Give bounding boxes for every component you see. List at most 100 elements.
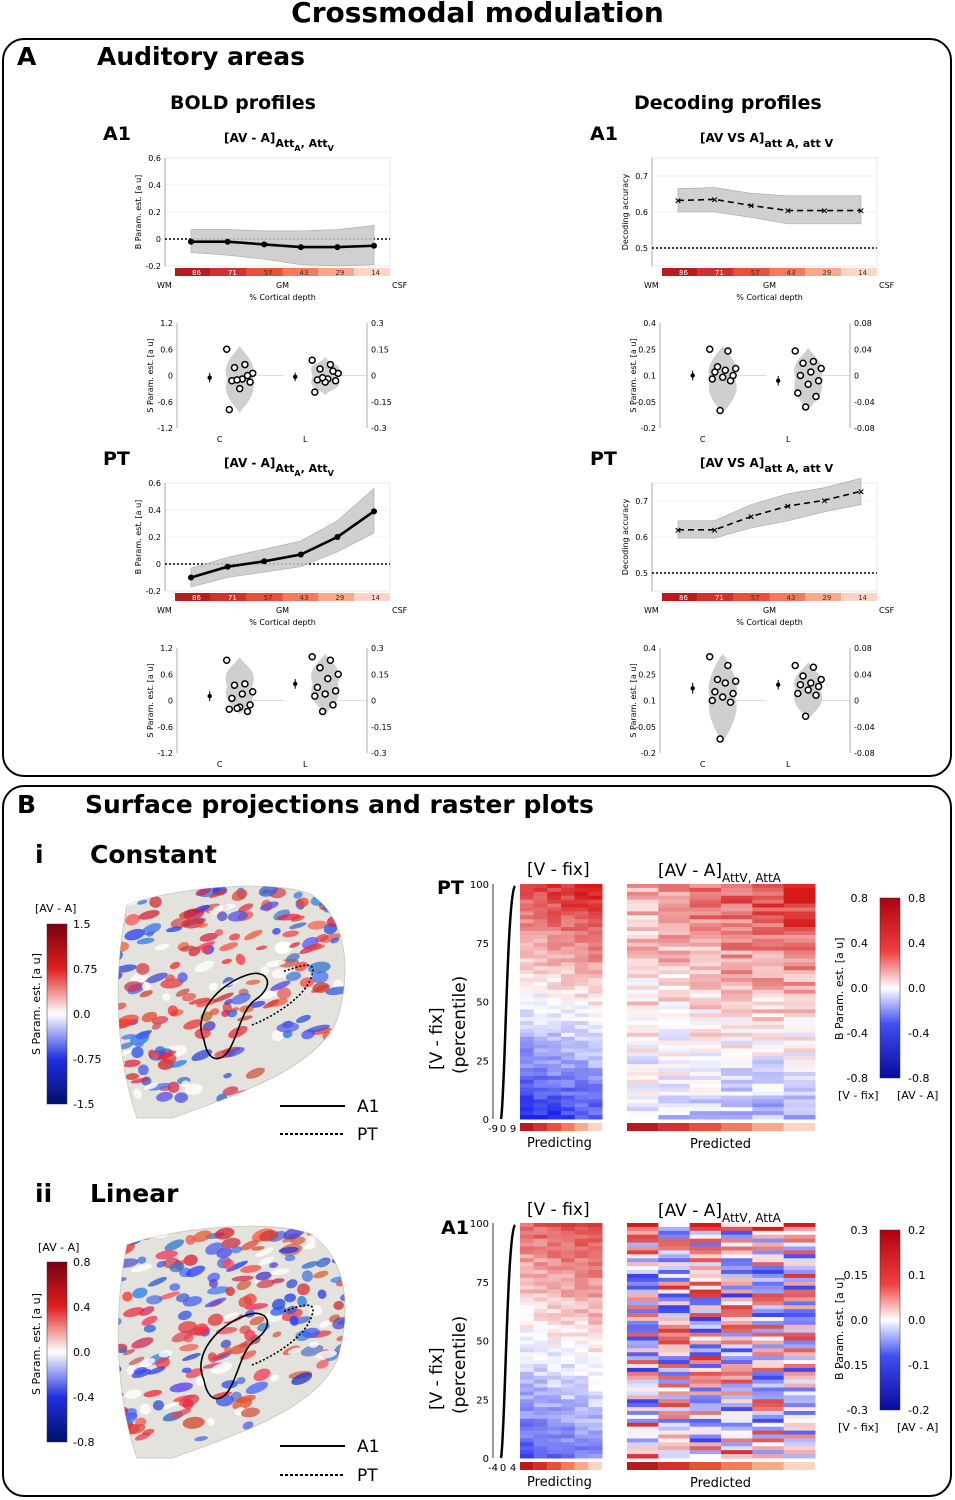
activation-blob [230,1344,248,1355]
raster-left-cell [574,919,589,924]
depth-bin [246,268,283,276]
raster-right-cell [721,1344,753,1349]
raster-right-cell [721,884,753,889]
activation-blob [118,1088,129,1100]
raster-right-cell [783,1324,816,1330]
activation-blob [269,1374,279,1382]
raster-left-cell [520,962,535,967]
raster-left-cell [588,1285,603,1291]
raster-right-cell [783,981,816,987]
raster-right-cell [627,1379,659,1385]
subject-point [334,670,342,678]
activation-blob [231,889,248,901]
raster-left-cell [547,915,562,920]
subject-point [791,347,799,355]
activation-blob [207,1352,218,1363]
raster-left-cell [547,1052,562,1057]
raster-left-cell [574,931,589,936]
raster-right-cell [752,970,785,975]
raster-right-cell [658,1332,691,1338]
raster-left-cell [533,1352,548,1357]
raster-right-cell [658,1418,691,1424]
raster-right-cell [689,978,722,983]
raster-left-cell [561,915,576,920]
y-tick-label: -0.05 [635,723,656,732]
raster-left-cell [547,907,562,912]
raster-right-cell [627,1087,659,1093]
raster-right-cell [783,1446,816,1451]
activation-blob [139,1403,151,1415]
raster-left-cell [533,1226,548,1232]
raster-right-cell [658,1032,691,1038]
raster-right-cell [721,1320,753,1326]
raster-left-cell [561,1052,576,1057]
raster-left-cell [574,1336,589,1341]
subject-point [801,403,810,411]
y-axis-label: S Param. est. [a u] [146,663,155,737]
raster-left-cell [533,1399,548,1404]
raster-left-cell [588,1048,603,1053]
raster-left-cell [533,1044,548,1049]
raster-left-cell [574,985,589,991]
raster-left-cell [547,1087,562,1093]
raster-left-cell [561,1442,576,1447]
activation-blob [118,1391,124,1400]
raster-left-cell [574,907,589,912]
raster-left-cell [588,1391,603,1396]
activation-blob [265,960,286,967]
raster-right-cell [752,1277,785,1283]
activation-blob [149,896,162,908]
raster-right-cell [658,1324,691,1330]
raster-right-cell [658,1021,691,1026]
raster-right-cell [689,1273,722,1279]
raster-right-cell [627,1438,659,1443]
raster-right-cell [689,1048,722,1053]
raster-left-cell [561,1103,576,1108]
activation-blob [227,1009,238,1018]
raster-right-cell [721,974,753,979]
raster-right-cell [658,1281,691,1287]
subject-point [238,690,247,698]
raster-left-cell [561,884,576,889]
raster-right-cell [689,1348,722,1353]
raster-left-cell [574,1430,589,1435]
raster-right-cell [783,942,816,948]
raster-right-cell [752,942,785,948]
subject-point [809,357,818,366]
raster-right-cell [627,1072,659,1077]
raster-left-cell [574,1079,589,1085]
wm-label: WM [157,281,172,290]
activation-blob [160,978,184,989]
raster-right-cell [721,923,753,928]
raster-left-cell [574,915,589,920]
raster-right-cell [783,915,816,920]
raster-right-cell [627,1270,659,1275]
activation-blob [118,922,119,929]
subject-point [329,367,337,375]
raster-left-cell [561,1360,576,1365]
raster-left-cell [520,1017,535,1022]
activation-blob [126,888,140,901]
raster-right-cell [752,887,785,893]
raster-left-cell [574,1426,589,1432]
raster-right-cell [658,1434,691,1439]
y2-tick-label: 0.04 [854,670,872,679]
raster-right-cell [752,907,785,912]
raster-left-cell [588,891,603,897]
raster-left-cell [520,1064,535,1069]
raster-left-cell [561,1438,576,1443]
raster-left-cell [588,1266,603,1271]
raster-right-cell [783,1230,816,1236]
raster-right-cell [721,1426,753,1432]
data-point: × [711,526,719,536]
raster-right-cell [783,1060,816,1065]
activation-blob [183,1019,203,1030]
raster-right-cell [752,974,785,979]
raster-left-cell [588,1079,603,1085]
sorting-x-tick: 4 [510,1463,516,1474]
raster-right-cell [627,1273,659,1279]
activation-blob [128,1356,145,1366]
raster-left-cell [533,1438,548,1443]
raster-left-cell [547,919,562,924]
raster-left-cell [574,927,589,932]
